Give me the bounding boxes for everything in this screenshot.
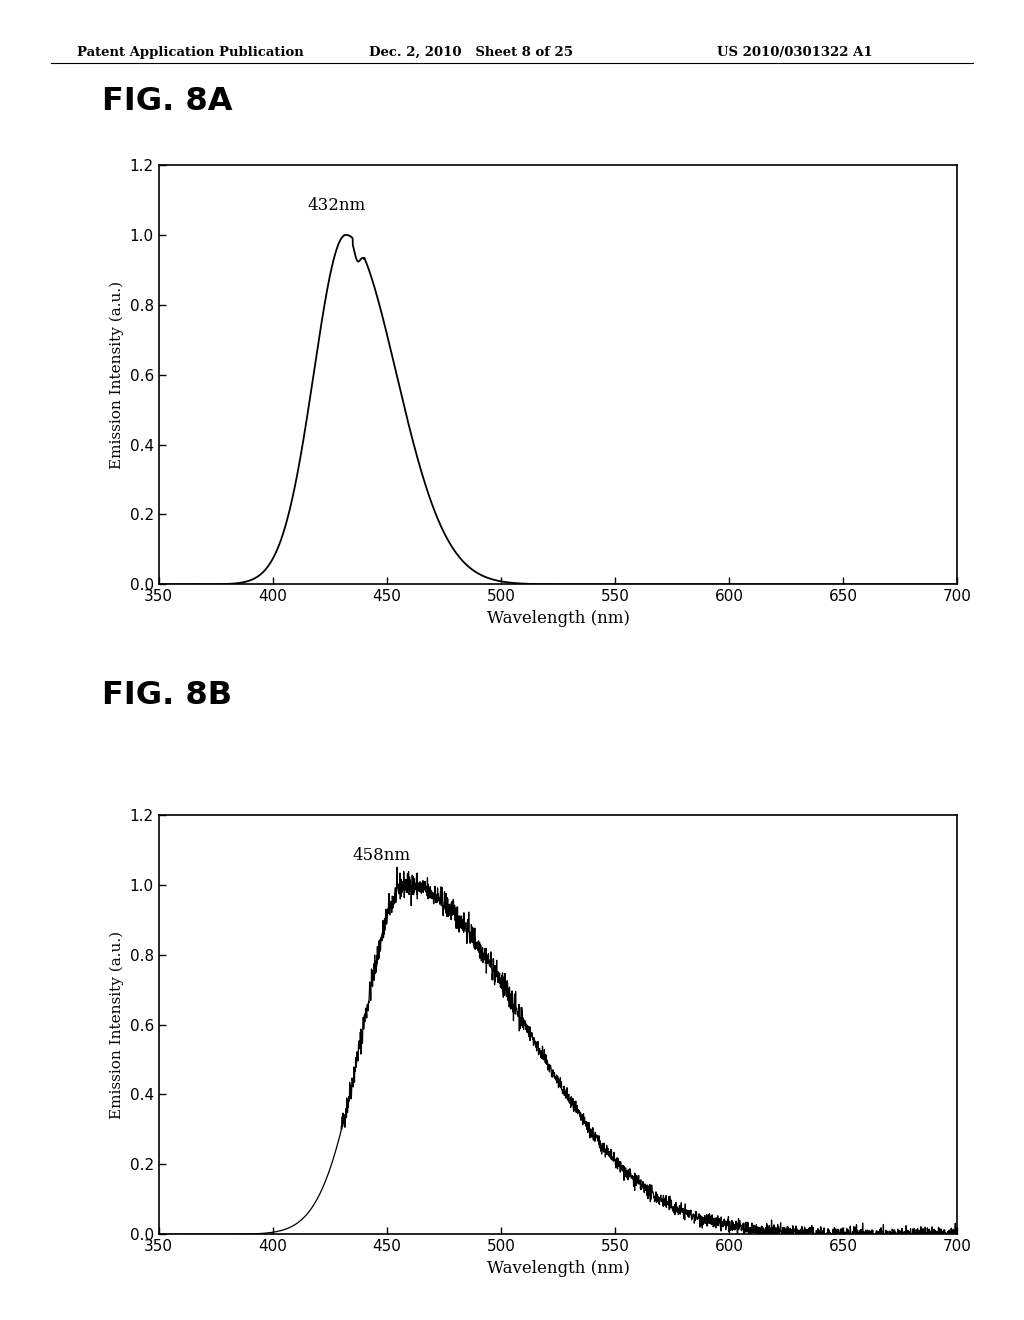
Y-axis label: Emission Intensity (a.u.): Emission Intensity (a.u.): [110, 281, 124, 469]
Text: Patent Application Publication: Patent Application Publication: [77, 46, 303, 59]
X-axis label: Wavelength (nm): Wavelength (nm): [486, 610, 630, 627]
Text: FIG. 8B: FIG. 8B: [102, 680, 232, 710]
X-axis label: Wavelength (nm): Wavelength (nm): [486, 1259, 630, 1276]
Text: 458nm: 458nm: [352, 847, 411, 865]
Text: US 2010/0301322 A1: US 2010/0301322 A1: [717, 46, 872, 59]
Y-axis label: Emission Intensity (a.u.): Emission Intensity (a.u.): [110, 931, 124, 1118]
Text: 432nm: 432nm: [307, 198, 366, 214]
Text: Dec. 2, 2010   Sheet 8 of 25: Dec. 2, 2010 Sheet 8 of 25: [369, 46, 572, 59]
Text: FIG. 8A: FIG. 8A: [102, 86, 232, 116]
